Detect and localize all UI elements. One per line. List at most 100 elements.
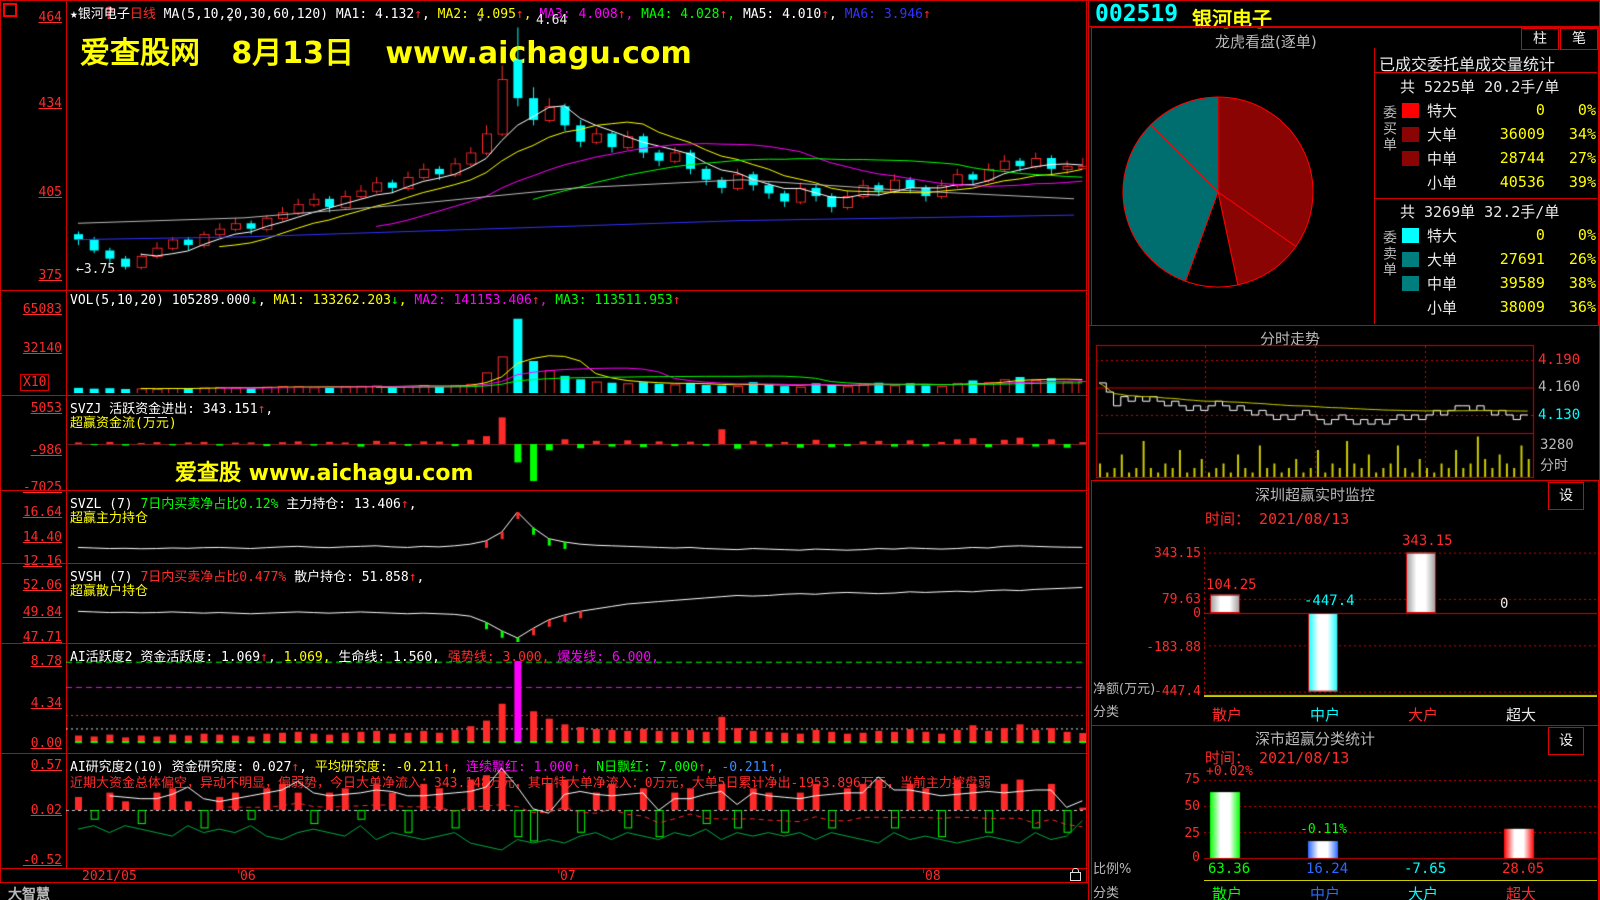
- help-cursor: ?: [104, 4, 115, 24]
- monitor-class-label: 分类: [1093, 705, 1120, 720]
- main-kline-chart[interactable]: [66, 20, 1086, 290]
- order-stat-row: 小单 38009 36%: [1398, 295, 1596, 319]
- tiger-watch-title: 龙虎看盘(逐单): [1215, 33, 1317, 51]
- classify-title: 深市超赢分类统计: [1255, 730, 1376, 748]
- volume-chart[interactable]: [66, 308, 1086, 393]
- order-stats-title: 已成交委托单成交量统计: [1379, 55, 1556, 74]
- order-volume-value: 0: [1535, 226, 1545, 244]
- intraday-vol-label: 3280: [1540, 437, 1574, 453]
- classify-category-label: 大户: [1408, 885, 1439, 900]
- order-pie-chart[interactable]: [1118, 92, 1318, 292]
- order-size-label: 特大: [1427, 226, 1458, 245]
- x-axis-label: 06: [240, 869, 256, 884]
- svzl-chart[interactable]: [66, 491, 1086, 562]
- header-segment: 银河电子: [77, 7, 130, 22]
- intraday-last-price-label: 4.130: [1538, 407, 1581, 423]
- order-size-label: 大单: [1427, 250, 1458, 269]
- app-menu-button[interactable]: 大智慧: [8, 887, 50, 900]
- x-axis-label: 08: [925, 869, 941, 884]
- header-segment: MA1: 4.132: [335, 7, 415, 22]
- bar-mode-button[interactable]: 柱: [1521, 28, 1559, 50]
- price-axis-label: 375: [38, 268, 62, 283]
- swatch-icon: [1402, 300, 1419, 315]
- header-segment: ,: [727, 7, 743, 22]
- monitor-bar-chart[interactable]: [1204, 547, 1597, 697]
- ai2-axis-label: 0.02: [30, 803, 62, 818]
- order-stat-row: 特大 0 0%: [1398, 98, 1596, 122]
- lock-icon[interactable]: [1070, 872, 1081, 881]
- trend-arrow-up: ↑: [531, 293, 540, 308]
- left-border: [0, 0, 1, 882]
- monitor-settings-button[interactable]: 设: [1548, 482, 1584, 510]
- ai1-axis-label: 0.00: [30, 736, 62, 751]
- header-segment: ,: [523, 7, 540, 22]
- header-segment: MA3: 113511.953: [555, 293, 673, 308]
- monitor-category-label: 中户: [1310, 706, 1341, 724]
- classify-category-label: 散户: [1212, 885, 1243, 900]
- ai2-axis-label: -0.52: [22, 853, 62, 868]
- swatch-icon: [1402, 275, 1419, 291]
- header-segment: ★: [70, 7, 78, 22]
- order-stat-row: 特大 0 0%: [1398, 223, 1596, 247]
- classify-box: [1091, 725, 1599, 900]
- vol-axis-label: 32140: [22, 341, 62, 356]
- header-segment: MA2: 141153.406: [414, 293, 532, 308]
- panel-left-border: [1088, 0, 1089, 900]
- order-size-label: 大单: [1427, 125, 1458, 144]
- lock-icon-shackle: [1072, 868, 1079, 873]
- statusbar-divider: [0, 882, 1088, 883]
- monitor-unit-label: 净额(万元): [1093, 682, 1156, 697]
- section-divider: [0, 643, 1088, 644]
- top-border: [0, 0, 1600, 1]
- svsh-chart[interactable]: [66, 564, 1086, 642]
- order-percent-value: 26%: [1568, 250, 1596, 268]
- header-segment: 日线: [129, 7, 156, 22]
- classify-bar-value: -7.65: [1404, 861, 1447, 877]
- header-segment: MA1: 133262.203: [273, 293, 391, 308]
- order-size-label: 小单: [1427, 173, 1458, 192]
- svzl-axis-label: 12.16: [22, 554, 62, 569]
- ai2-axis-label: 0.57: [30, 758, 62, 773]
- monitor-time: 时间： 2021/08/13: [1205, 510, 1350, 528]
- header-segment: ,: [257, 293, 274, 308]
- pie-slice: [1150, 96, 1219, 194]
- ai-activity-chart[interactable]: [66, 645, 1086, 753]
- buy-side-label: 委买单: [1381, 105, 1397, 153]
- classify-bar-chart[interactable]: [1204, 766, 1597, 862]
- intraday-upper-label: 4.190: [1538, 352, 1581, 368]
- monitor-category-label: 散户: [1212, 706, 1243, 724]
- classify-category-label: 超大: [1506, 885, 1537, 900]
- order-size-label: 中单: [1427, 149, 1458, 168]
- section-divider: [0, 490, 1088, 491]
- intraday-chart[interactable]: [1095, 330, 1535, 480]
- vol-axis-label: 65083: [22, 302, 62, 317]
- classify-settings-button[interactable]: 设: [1548, 727, 1584, 755]
- section-divider: [0, 563, 1088, 564]
- order-percent-value: 0%: [1577, 101, 1596, 119]
- monitor-bar-value: 343.15: [1402, 533, 1453, 549]
- monitor-axis-label: 343.15: [1154, 546, 1201, 561]
- low-annotation: ←3.75: [76, 262, 116, 277]
- svzj-axis-label: 5053: [30, 401, 62, 416]
- classify-axis-label: 75: [1184, 772, 1200, 787]
- classify-bar-value: 63.36: [1208, 861, 1251, 877]
- x-tick: [558, 868, 559, 873]
- order-stat-row: 中单 39589 38%: [1398, 271, 1596, 295]
- main-right-divider: [1086, 0, 1087, 882]
- watermark-mid-text: 爱查股 www.aichagu.com: [175, 461, 474, 486]
- app-icon[interactable]: [3, 3, 17, 17]
- header-segment: ,: [625, 7, 642, 22]
- stroke-mode-button[interactable]: 笔: [1560, 28, 1598, 50]
- intraday-tab-label[interactable]: 分时: [1540, 458, 1568, 474]
- buy-rows: 特大 0 0% 大单 36009 34% 中单 28744 27% 小单 40536 39%: [1398, 98, 1596, 194]
- svzj-chart[interactable]: [66, 396, 1086, 488]
- kline-header: ★银河电子日线 MA(5,10,20,30,60,120) MA1: 4.132…: [70, 3, 931, 22]
- ai-research-chart[interactable]: [66, 756, 1086, 868]
- monitor-axis-label: -447.4: [1154, 684, 1201, 699]
- buy-summary: 共 5225单 20.2手/单: [1400, 78, 1560, 96]
- high-annotation: 4.64: [536, 13, 568, 28]
- order-stats-box: [1374, 48, 1598, 324]
- monitor-axis-label: -183.88: [1146, 640, 1201, 655]
- monitor-category-label: 大户: [1408, 706, 1439, 724]
- swatch-icon: [1402, 150, 1419, 166]
